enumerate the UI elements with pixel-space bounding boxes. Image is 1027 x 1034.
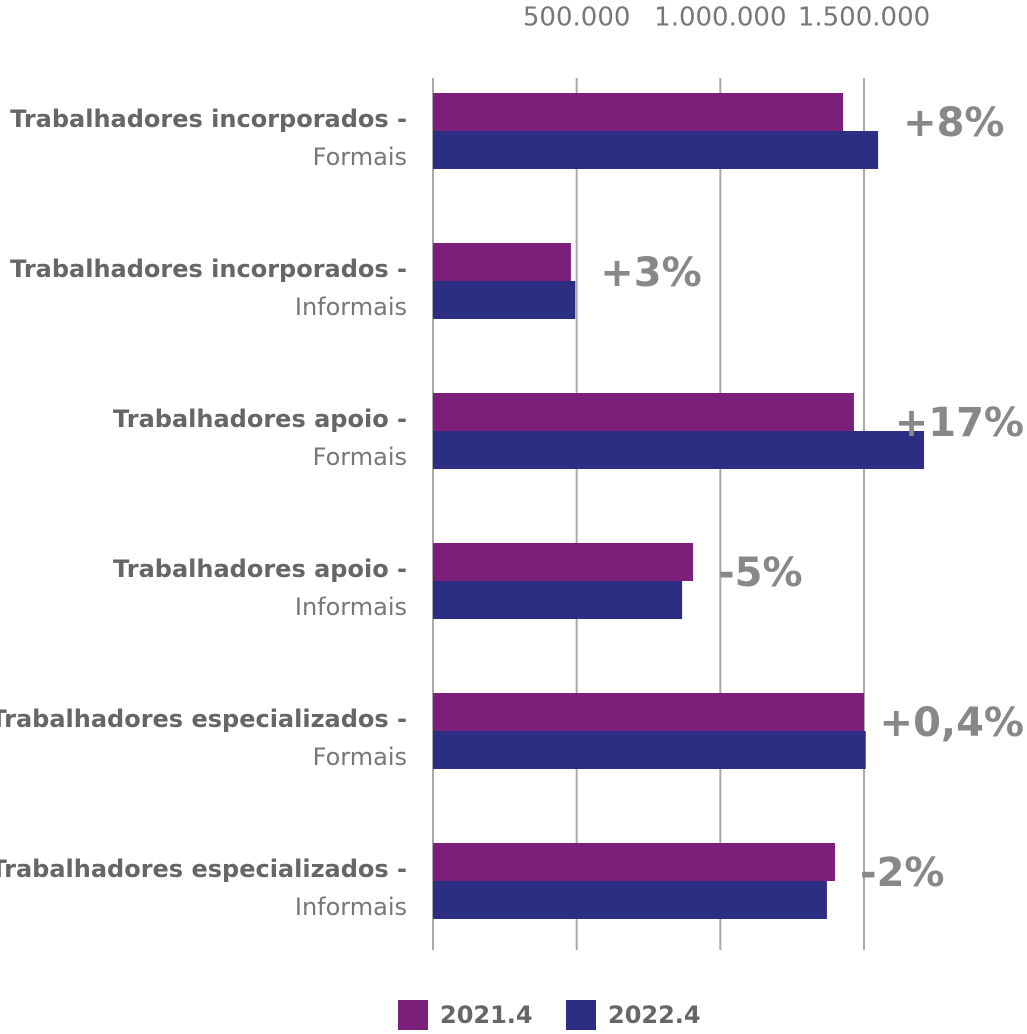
bar <box>433 393 854 431</box>
category-label: Trabalhadores especializados - <box>0 705 407 733</box>
x-tick-label: 1.500.000 <box>798 3 930 33</box>
legend-swatch <box>398 1000 428 1030</box>
category-sublabel: Informais <box>295 593 407 621</box>
annotation: -5% <box>718 550 803 596</box>
annotation: +0,4% <box>880 700 1024 746</box>
category-label: Trabalhadores especializados - <box>0 855 407 883</box>
annotation: +8% <box>903 100 1004 146</box>
category-sublabel: Formais <box>313 743 407 771</box>
category-label: Trabalhadores incorporados - <box>10 255 407 283</box>
annotation: +17% <box>895 400 1024 446</box>
category-sublabel: Informais <box>295 893 407 921</box>
bar <box>433 881 827 919</box>
category-sublabel: Formais <box>313 443 407 471</box>
bar <box>433 131 879 169</box>
legend-label: 2021.4 <box>440 1001 533 1029</box>
x-tick-label: 500.000 <box>523 3 631 33</box>
bar <box>433 93 844 131</box>
bar <box>433 543 694 581</box>
bar <box>433 431 925 469</box>
bar <box>433 281 576 319</box>
annotation: -2% <box>860 850 945 896</box>
category-label: Trabalhadores apoio - <box>113 405 407 433</box>
x-tick-label: 1.000.000 <box>654 3 786 33</box>
bar <box>433 581 683 619</box>
category-label: Trabalhadores apoio - <box>113 555 407 583</box>
category-sublabel: Formais <box>313 143 407 171</box>
legend-label: 2022.4 <box>608 1001 701 1029</box>
category-label: Trabalhadores incorporados - <box>10 105 407 133</box>
bar <box>433 243 571 281</box>
bar <box>433 731 866 769</box>
legend-swatch <box>566 1000 596 1030</box>
annotation: +3% <box>600 250 701 296</box>
bar <box>433 693 864 731</box>
bar <box>433 843 835 881</box>
category-sublabel: Informais <box>295 293 407 321</box>
